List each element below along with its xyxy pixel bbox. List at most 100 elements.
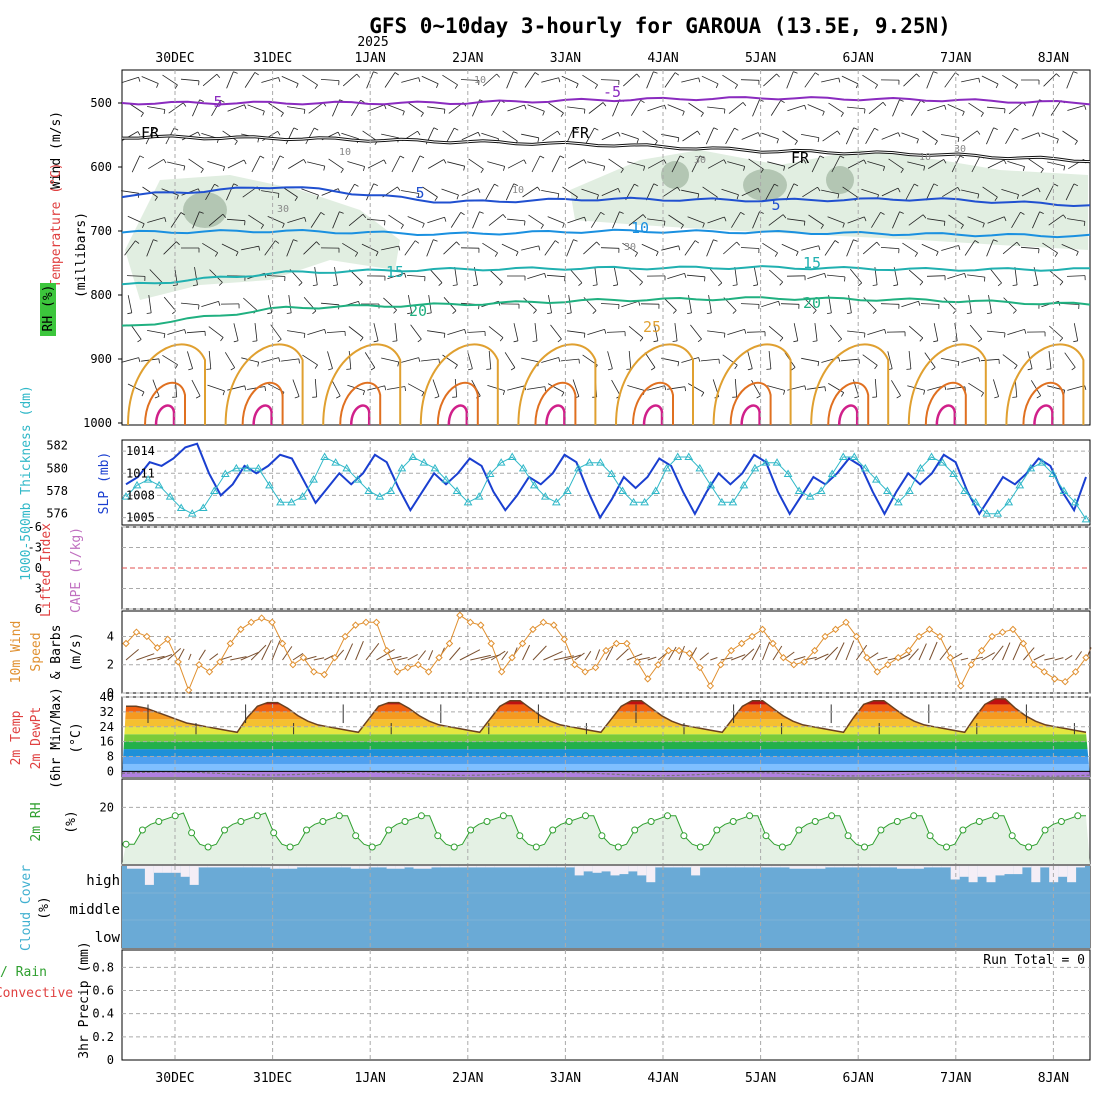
upper-wind-barb-flag xyxy=(1074,140,1078,145)
high-cloud-gap xyxy=(601,866,611,872)
high-cloud-gap xyxy=(538,866,548,868)
upper-wind-barb-flag xyxy=(826,312,832,314)
upper-wind-barb-flag xyxy=(672,310,677,314)
upper-wind-barb-flag xyxy=(742,102,747,107)
upper-wind-barb-flag xyxy=(1039,211,1044,214)
upper-wind-barb-flag xyxy=(373,71,378,74)
upper-wind-barb-flag xyxy=(783,390,786,395)
upper-wind-barb xyxy=(762,242,778,254)
upper-wind-barb xyxy=(207,161,225,167)
upper-wind-barb-flag xyxy=(394,72,399,76)
upper-wind-barb-flag xyxy=(724,333,726,338)
upper-wind-barb-flag xyxy=(824,273,827,278)
upper-wind-barb-flag xyxy=(854,396,859,399)
high-cloud-gap xyxy=(771,866,781,868)
upper-wind-barb xyxy=(741,132,759,140)
upper-wind-barb xyxy=(781,243,799,253)
thickness-marker xyxy=(452,486,462,494)
high-cloud-gap xyxy=(673,866,683,868)
surface-wind-barb xyxy=(647,656,657,661)
wind-speed-marker xyxy=(216,658,224,666)
upper-wind-barb-flag xyxy=(803,221,806,226)
slp-tick-label: 1005 xyxy=(126,511,155,525)
upper-wind-barb xyxy=(427,330,445,334)
rh2m-marker xyxy=(237,818,245,825)
slp-tick-label: 1014 xyxy=(126,444,155,458)
cloud-level-label: middle xyxy=(69,902,120,918)
rh-high-area xyxy=(183,192,227,228)
upper-wind-barb-flag xyxy=(1073,183,1079,187)
wind-speed-marker xyxy=(852,632,861,641)
wind-speed-marker xyxy=(623,639,631,648)
wind-speed-marker xyxy=(821,632,829,641)
rh2m-marker xyxy=(959,826,967,834)
upper-wind-barb xyxy=(1067,385,1085,391)
upper-wind-barb-flag xyxy=(1014,84,1019,89)
rh2m-marker xyxy=(992,812,1000,820)
temp-color-bands xyxy=(122,698,1090,777)
thickness-marker xyxy=(507,452,517,460)
upper-wind-barb-flag xyxy=(698,77,701,83)
upper-wind-barb-flag xyxy=(540,224,544,229)
precip-panel: 0.80.60.40.20 Total / Rain Convective 3h… xyxy=(0,941,1091,1067)
upper-wind-barb-flag xyxy=(980,392,984,397)
upper-wind-barb xyxy=(502,130,518,142)
high-cloud-gap xyxy=(288,866,298,869)
surface-wind-barb xyxy=(689,647,698,661)
upper-wind-barb-flag xyxy=(1004,216,1007,222)
upper-wind-barb xyxy=(849,268,863,284)
upper-wind-barb-flag xyxy=(916,138,919,144)
upper-wind-barb xyxy=(782,130,798,142)
rh2m-marker xyxy=(188,829,196,837)
upper-wind-barb-flag xyxy=(684,386,686,392)
upper-wind-barb-flag xyxy=(896,395,901,399)
upper-wind-barb xyxy=(152,379,160,397)
upper-wind-barb xyxy=(507,385,525,391)
upper-air-wind-label: Wind (m/s) xyxy=(49,111,64,189)
upper-wind-barb xyxy=(541,77,559,83)
upper-wind-barb-flag xyxy=(183,165,186,171)
upper-wind-barb-flag xyxy=(154,396,160,399)
warm-contour-35 xyxy=(545,404,566,426)
rh2m-marker xyxy=(614,843,622,851)
upper-wind-barb-flag xyxy=(1059,281,1064,286)
wind-speed-marker xyxy=(205,668,214,676)
wind-speed-marker xyxy=(831,625,840,634)
upper-wind-barb xyxy=(907,385,925,391)
high-cloud-gap xyxy=(350,866,360,869)
precip-label-1: Total / Rain xyxy=(0,965,47,980)
temp-tick-label: 0 xyxy=(107,764,114,778)
upper-wind-barb xyxy=(404,240,416,256)
high-cloud-gap xyxy=(413,866,423,869)
upper-wind-barb xyxy=(384,72,396,88)
upper-wind-barb xyxy=(622,242,638,254)
wind10m-label-1: 10m Wind xyxy=(9,621,24,684)
upper-wind-barb-flag xyxy=(515,251,519,257)
year-label: 2025 xyxy=(357,35,388,50)
upper-wind-barb-flag xyxy=(280,112,284,117)
upper-wind-barb-flag xyxy=(732,284,738,286)
upper-wind-barb-flag xyxy=(997,282,1002,287)
upper-wind-barb-flag xyxy=(502,390,505,396)
upper-wind-barb xyxy=(753,267,759,285)
upper-wind-barb-flag xyxy=(734,84,738,89)
upper-wind-barb xyxy=(1028,158,1044,170)
upper-wind-barb xyxy=(447,329,465,335)
upper-wind-barb xyxy=(707,330,725,334)
upper-wind-barb-flag xyxy=(557,193,560,199)
upper-wind-barb-flag xyxy=(454,127,459,131)
high-cloud-gap xyxy=(306,866,316,868)
upper-wind-barb-flag xyxy=(340,168,344,174)
upper-wind-barb-flag xyxy=(473,284,478,287)
upper-wind-barb-flag xyxy=(260,224,264,229)
upper-wind-barb-flag xyxy=(573,127,578,131)
upper-wind-barb xyxy=(531,155,541,173)
thickness-marker xyxy=(662,463,672,472)
contour-label: FR xyxy=(571,124,590,142)
thickness-marker xyxy=(905,486,914,494)
upper-wind-barb xyxy=(307,161,325,167)
wind-speed-marker xyxy=(529,625,537,634)
